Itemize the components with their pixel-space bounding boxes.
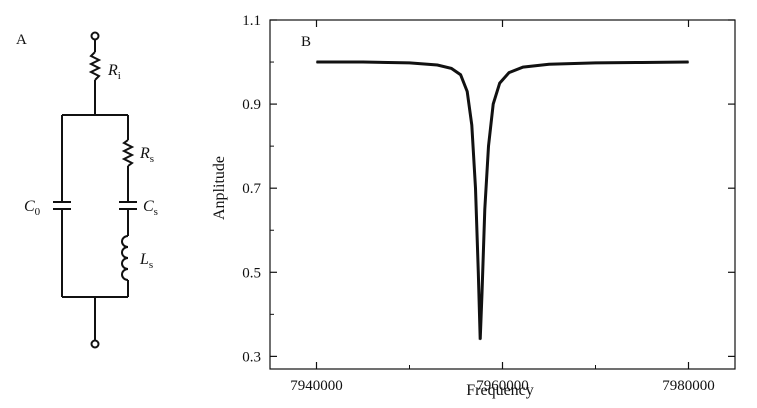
data-point [492,103,494,105]
data-point [450,67,452,69]
label-ri: Ri [107,62,121,82]
data-point [594,62,597,64]
data-point [487,145,490,147]
data-point [484,208,486,210]
label-c0: C0 [24,198,41,218]
data-point [548,63,550,65]
data-point [466,90,468,93]
label-rs: Rs [139,145,154,165]
label-cs: Cs [143,198,158,218]
data-point [481,292,483,294]
inductor-ls [121,235,129,281]
data-point [474,187,477,189]
series-line [316,60,689,340]
y-tick-label: 0.3 [242,349,261,365]
data-point [508,71,510,74]
plot-frame [269,19,736,370]
top-terminal [90,31,100,41]
data-point [687,61,690,63]
data-point [522,66,524,68]
data-point [477,271,479,273]
panel-a-label: A [16,32,27,48]
data-point [362,61,364,63]
bottom-terminal [90,339,100,349]
x-axis-title: Frequency [466,382,534,399]
panel-b-label: B [301,34,311,50]
data-point [436,64,438,66]
resistor-ri [88,51,102,81]
y-axis-title: Anplitude [211,156,228,220]
y-tick-label: 1.1 [242,13,261,29]
data-point [479,338,481,341]
resonance-chart: B 7940000 7960000 7980000 0.3 0.5 0.7 0.9 1.1 F… [211,13,736,399]
x-tick-label: 7980000 [662,378,715,394]
data-point [471,124,473,126]
data-point [315,61,318,63]
circuit-diagram [53,31,137,349]
y-tick-label: 0.7 [242,181,261,197]
x-tick-label: 7940000 [290,378,343,394]
x-tick-label: 7960000 [476,378,529,394]
data-point [408,62,411,64]
data-point [499,82,501,84]
data-point [460,74,462,76]
y-tick-label: 0.5 [242,265,261,281]
data-point [641,61,643,64]
y-tick-label: 0.9 [242,97,261,113]
label-ls: Ls [139,251,153,271]
resistor-rs [121,139,135,167]
